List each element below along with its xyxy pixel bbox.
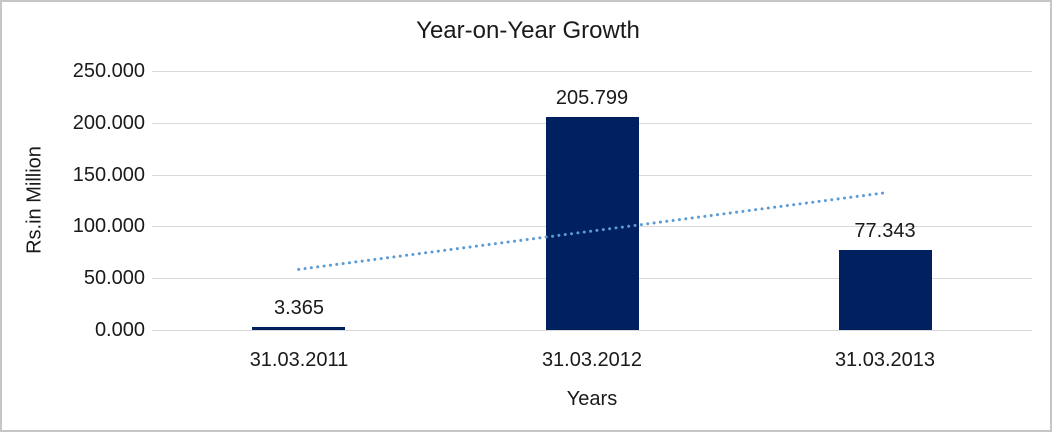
chart-title: Year-on-Year Growth xyxy=(416,17,640,44)
bar-value-label: 77.343 xyxy=(854,220,916,242)
y-tick-label: 200.000 xyxy=(72,112,145,134)
x-tick-label: 31.03.2011 xyxy=(249,349,349,371)
y-tick-label: 0.000 xyxy=(94,319,145,341)
y-tick-label: 150.000 xyxy=(72,164,145,186)
gridline xyxy=(152,330,1032,331)
x-tick-label: 31.03.2013 xyxy=(834,349,936,371)
bar xyxy=(546,117,639,330)
x-axis-title: Years xyxy=(566,388,618,410)
gridline xyxy=(152,71,1032,72)
y-axis-title: Rs.in Million xyxy=(23,146,46,254)
y-tick-label: 250.000 xyxy=(72,60,145,82)
y-tick-label: 50.000 xyxy=(83,267,145,289)
bar xyxy=(839,250,932,330)
y-tick-label: 100.000 xyxy=(72,215,145,237)
bar-value-label: 205.799 xyxy=(555,87,629,109)
bar xyxy=(252,327,345,330)
bar-value-label: 3.365 xyxy=(273,297,325,319)
x-tick-label: 31.03.2012 xyxy=(541,349,643,371)
